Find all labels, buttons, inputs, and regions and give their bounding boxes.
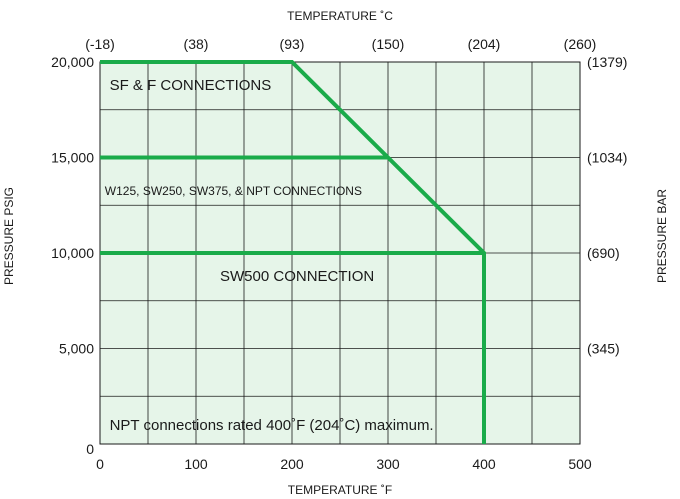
annotation-label: SF & F CONNECTIONS — [110, 77, 272, 94]
y-tick-label: 20,000 — [51, 54, 94, 70]
x-tick-label: 0 — [96, 456, 104, 472]
x2-axis-title: TEMPERATURE ˚C — [287, 9, 393, 23]
x2-tick-label: (204) — [468, 36, 501, 52]
x-tick-label: 200 — [280, 456, 304, 472]
annotation-label: W125, SW250, SW375, & NPT CONNECTIONS — [105, 184, 362, 198]
x-tick-label: 300 — [376, 456, 400, 472]
annotation-label: NPT connections rated 400˚F (204˚C) maxi… — [110, 417, 434, 434]
y-tick-label: 0 — [86, 441, 94, 457]
x2-tick-label: (93) — [280, 36, 305, 52]
annotations: SF & F CONNECTIONS W125, SW250, SW375, & … — [105, 77, 434, 434]
y-tick-label: 15,000 — [51, 150, 94, 166]
y2-tick-label: (690) — [587, 245, 620, 261]
x-tick-label: 400 — [472, 456, 496, 472]
series-lines — [100, 60, 486, 444]
y2-tick-label: (1034) — [587, 150, 627, 166]
y-tick-label: 10,000 — [51, 245, 94, 261]
y2-tick-label: (345) — [587, 341, 620, 357]
y2-axis-title: PRESSURE BAR — [655, 189, 669, 283]
x2-tick-label: (150) — [372, 36, 405, 52]
y-tick-label: 5,000 — [59, 341, 94, 357]
y2-tick-label: (1379) — [587, 54, 627, 70]
x2-tick-label: (260) — [564, 36, 597, 52]
tick-labels: 0 100 200 300 400 500 (-18) (38) (93) (150) (204) (… — [51, 36, 627, 472]
x2-tick-label: (38) — [184, 36, 209, 52]
x-axis-title: TEMPERATURE ˚F — [288, 483, 392, 497]
x-tick-label: 100 — [184, 456, 208, 472]
x2-tick-label: (-18) — [85, 36, 115, 52]
annotation-label: SW500 CONNECTION — [220, 268, 374, 285]
x-tick-label: 500 — [568, 456, 592, 472]
y-axis-title: PRESSURE PSIG — [2, 187, 16, 285]
